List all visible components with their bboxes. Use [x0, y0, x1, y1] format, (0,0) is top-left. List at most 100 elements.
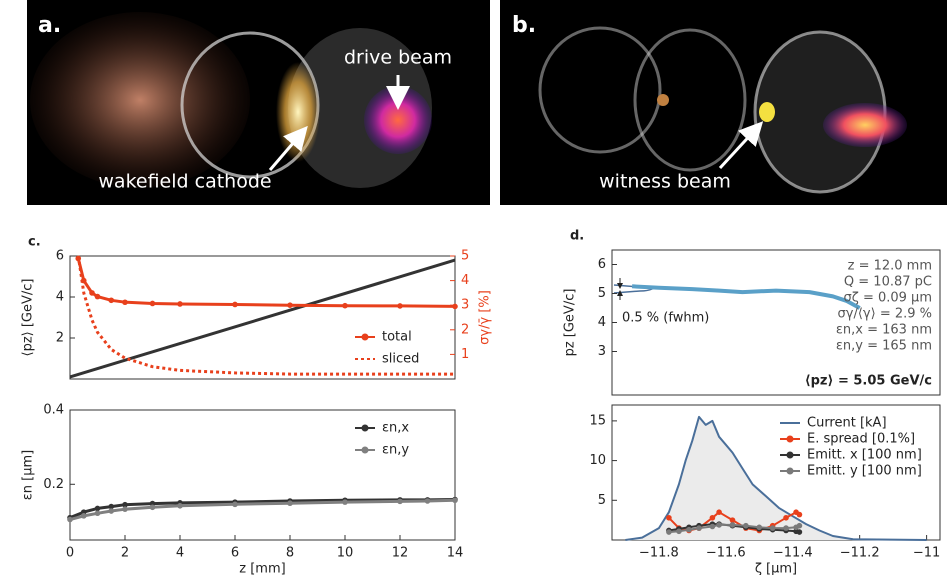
- y-tick-label: 4: [56, 290, 64, 305]
- legend-label: E. spread [0.1%]: [807, 432, 915, 447]
- data-point: [122, 506, 128, 512]
- legend-label: Emitt. x [100 nm]: [807, 448, 922, 463]
- y-tick-label: 4: [598, 315, 606, 330]
- data-point: [676, 528, 682, 535]
- x-axis-label: z [mm]: [239, 562, 285, 575]
- legend-marker: [361, 424, 369, 432]
- data-point: [783, 525, 789, 531]
- data-point: [122, 299, 128, 306]
- y2-tick-label: 1: [461, 347, 469, 362]
- data-point: [666, 529, 672, 535]
- data-point: [743, 522, 749, 529]
- data-point: [342, 302, 348, 309]
- data-point: [108, 297, 115, 304]
- data-point: [729, 517, 736, 523]
- series-line: [76, 255, 455, 376]
- data-point: [424, 498, 431, 504]
- data-point: [769, 525, 776, 531]
- legend-marker: [361, 333, 369, 341]
- data-point: [287, 500, 293, 507]
- width-annotation: 0.5 % (fwhm): [622, 311, 709, 326]
- data-point: [452, 497, 458, 504]
- legend-label: total: [382, 330, 412, 345]
- data-point: [756, 524, 763, 531]
- series-line: [69, 258, 456, 379]
- stat-annotation: Q = 10.87 pC: [844, 275, 932, 290]
- x-tick-label: 6: [231, 546, 239, 561]
- data-point: [108, 508, 115, 514]
- stat-annotation: σζ = 0.09 μm: [844, 291, 932, 306]
- data-point: [716, 509, 722, 516]
- x-tick-label: −11.8: [639, 546, 679, 561]
- data-point: [177, 301, 183, 307]
- data-point: [94, 505, 101, 512]
- x-tick-label: −11.6: [706, 546, 746, 561]
- data-point: [108, 503, 115, 510]
- y-axis-label: ⟨pz⟩ [GeV/c]: [21, 279, 36, 357]
- panel-label: d.: [570, 229, 584, 244]
- y-tick-label: 10: [589, 453, 606, 468]
- y-tick-label: 2: [56, 331, 64, 346]
- data-point: [94, 510, 101, 517]
- x-tick-label: 12: [392, 546, 409, 561]
- stat-annotation: εn,x = 163 nm: [836, 323, 932, 338]
- data-point: [796, 522, 803, 529]
- y-tick-label: 0.4: [43, 403, 64, 418]
- plot-frame: [69, 409, 456, 541]
- plot-frame: [69, 255, 456, 380]
- legend-label: Emitt. y [100 nm]: [807, 464, 922, 479]
- panel-label: c.: [28, 235, 41, 250]
- legend-label: εn,x: [382, 421, 409, 436]
- x-tick-label: 2: [121, 546, 129, 561]
- panel-label: b.: [512, 13, 536, 38]
- x-tick-label: −11.2: [840, 546, 880, 561]
- data-point: [783, 514, 789, 521]
- series-line: [76, 258, 456, 308]
- y-tick-label: 0.2: [43, 477, 64, 492]
- data-point: [149, 300, 156, 307]
- annotation: wakefield cathode: [98, 171, 271, 193]
- y-tick-label: 15: [589, 413, 606, 428]
- data-point: [80, 513, 87, 519]
- y-tick-label: 6: [56, 249, 64, 264]
- y2-tick-label: 5: [461, 249, 469, 264]
- data-point: [122, 501, 128, 508]
- x-tick-label: 8: [286, 546, 294, 561]
- series-line: [631, 284, 861, 310]
- y-tick-label: 3: [598, 344, 606, 359]
- legend-marker: [786, 467, 794, 475]
- legend-marker: [786, 435, 794, 443]
- data-point: [149, 504, 156, 511]
- image-panel-a: a. drive beam wakefield cathode: [27, 0, 490, 205]
- data-point: [716, 522, 722, 528]
- y-tick-label: 5: [598, 493, 606, 508]
- data-point: [666, 514, 672, 521]
- legend-label: sliced: [382, 352, 419, 367]
- data-point: [397, 498, 403, 505]
- data-point: [709, 514, 716, 521]
- data-point: [452, 303, 458, 310]
- y2-tick-label: 3: [461, 298, 469, 313]
- series-line: [625, 415, 927, 541]
- data-point: [397, 303, 403, 309]
- data-point: [709, 523, 716, 530]
- data-point: [67, 516, 73, 523]
- y-axis-label: pz [GeV/c]: [563, 289, 578, 357]
- stat-annotation: σγ/⟨γ⟩ = 2.9 %: [838, 307, 932, 322]
- data-point: [696, 525, 702, 531]
- x-axis-label: ζ [μm]: [755, 562, 797, 575]
- data-point: [729, 522, 736, 528]
- data-point: [94, 293, 101, 300]
- y2-axis-label: σγ/γ̄ [%]: [478, 290, 493, 345]
- y2-tick-label: 4: [461, 273, 469, 288]
- data-point: [232, 301, 238, 308]
- data-point: [177, 503, 183, 509]
- stat-annotation: εn,y = 165 nm: [836, 339, 932, 354]
- x-tick-label: −11.4: [773, 546, 813, 561]
- data-point: [232, 501, 238, 508]
- panel-label: a.: [38, 13, 61, 38]
- annotation: witness beam: [599, 171, 731, 193]
- x-tick-label: 4: [176, 546, 184, 561]
- legend-label: Current [kA]: [807, 416, 887, 431]
